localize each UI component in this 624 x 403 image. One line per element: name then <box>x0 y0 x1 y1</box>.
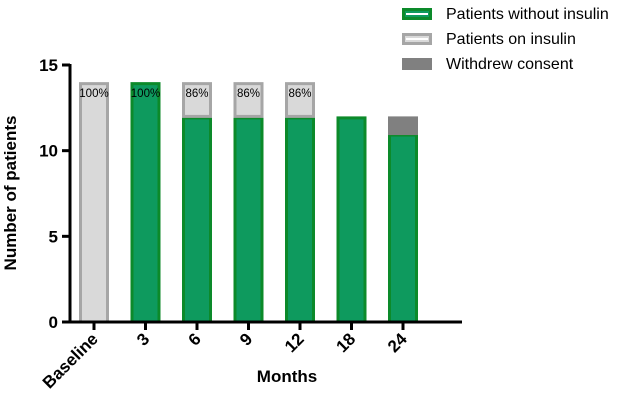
bar-patients-on-insulin-baseline <box>79 82 109 324</box>
bar-patients-without-insulin-3 <box>130 82 161 324</box>
x-tick-label-12: 12 <box>281 329 308 356</box>
bar-patients-without-insulin-6 <box>182 116 212 324</box>
data-label-baseline: 100% <box>79 88 108 100</box>
bar-withdrew-consent-24 <box>388 116 418 136</box>
legend: Patients without insulin Patients on insu… <box>402 6 609 73</box>
data-label-9: 86% <box>237 88 260 100</box>
x-tick-label-baseline: Baseline <box>39 329 102 392</box>
y-tick-label-15: 15 <box>39 56 58 75</box>
y-tick-label-10: 10 <box>39 142 58 161</box>
y-tick-label-0: 0 <box>49 313 58 332</box>
bar-patients-without-insulin-24 <box>388 133 418 324</box>
legend-label-withdrew-consent: Withdrew consent <box>446 56 574 73</box>
y-axis-title: Number of patients <box>1 116 20 271</box>
x-tick-label-3: 3 <box>133 329 153 349</box>
bar-patients-on-insulin-6 <box>182 82 212 118</box>
data-label-6: 86% <box>185 88 208 100</box>
x-tick-label-9: 9 <box>236 329 256 349</box>
bar-patients-without-insulin-18 <box>336 116 367 324</box>
bar-patients-without-insulin-9 <box>233 116 264 324</box>
legend-label-patients-on-insulin: Patients on insulin <box>446 31 576 48</box>
y-tick-label-5: 5 <box>49 227 58 246</box>
x-tick-label-18: 18 <box>333 329 360 356</box>
bars-group: 100% 100% 86% 86% 86% <box>79 82 418 324</box>
x-tick-label-24: 24 <box>384 329 411 356</box>
x-tick-label-6: 6 <box>185 329 205 349</box>
bar-patients-on-insulin-12 <box>285 82 315 118</box>
data-label-12: 86% <box>288 88 311 100</box>
legend-label-patients-without-insulin: Patients without insulin <box>446 6 609 23</box>
bar-patients-on-insulin-9 <box>233 82 264 118</box>
bar-patients-without-insulin-12 <box>285 116 315 324</box>
data-label-3: 100% <box>131 88 160 100</box>
x-axis-title: Months <box>257 367 317 386</box>
legend-swatch-withdrew-consent <box>402 58 432 70</box>
